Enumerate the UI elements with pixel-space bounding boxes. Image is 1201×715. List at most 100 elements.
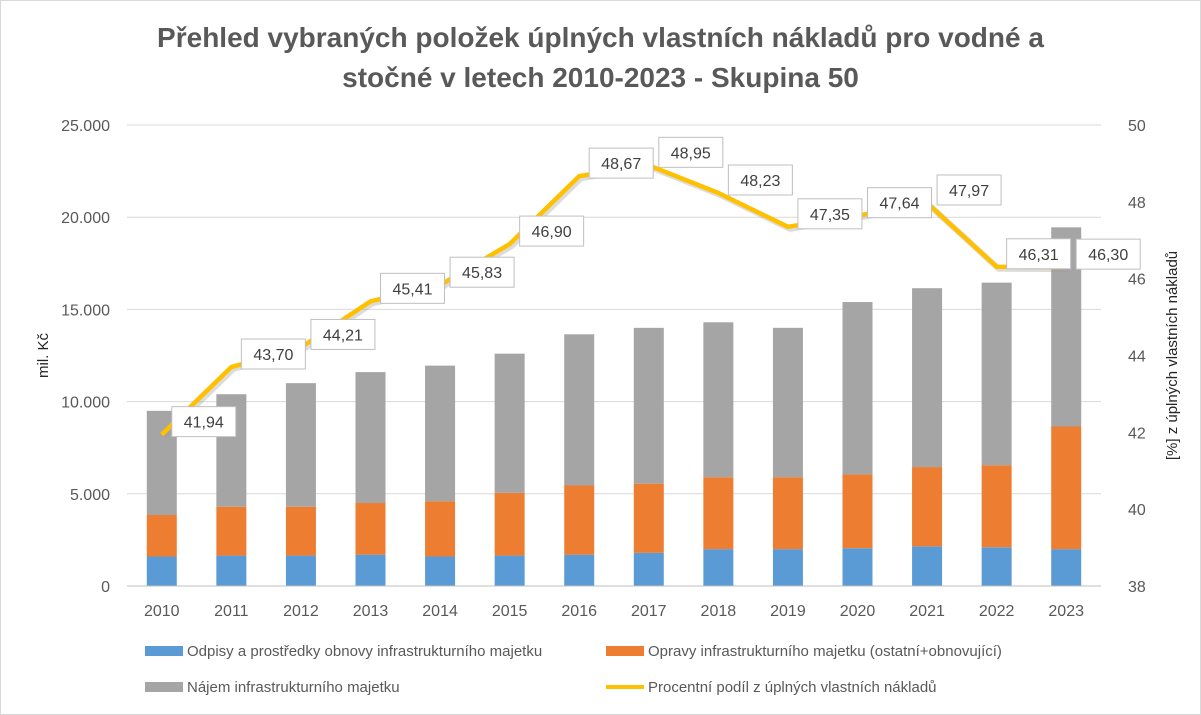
bar-segment <box>285 383 316 507</box>
x-tick-label: 2023 <box>1048 603 1084 620</box>
legend-label: Procentní podíl z úplných vlastních nákl… <box>648 679 937 696</box>
data-label-box <box>171 406 237 438</box>
bar-segment <box>425 501 456 557</box>
y-tick-label: 0 <box>101 579 110 596</box>
bar-segment <box>981 547 1012 586</box>
data-label-box <box>380 272 445 304</box>
data-label-box <box>588 147 654 179</box>
y-axis-title: mil. Kč <box>35 333 52 379</box>
data-label-box <box>867 187 932 219</box>
x-tick-label: 2013 <box>353 603 389 620</box>
data-label: 48,67 <box>601 156 641 173</box>
data-label: 45,83 <box>462 265 502 282</box>
bar-segment <box>703 322 734 478</box>
bar-segment <box>425 556 456 586</box>
bar-segment <box>564 554 595 586</box>
legend-label: Nájem infrastrukturního majetku <box>187 679 400 696</box>
bar-segment <box>564 485 595 555</box>
data-label-box <box>936 174 1002 206</box>
chart-title-line2: stočné v letech 2010-2023 - Skupina 50 <box>342 62 859 93</box>
data-label: 43,70 <box>253 347 293 364</box>
bar-segment <box>1051 426 1082 550</box>
x-tick-label: 2021 <box>909 603 945 620</box>
y2-tick-label: 46 <box>1128 272 1146 289</box>
x-tick-label: 2011 <box>214 603 249 620</box>
bar-segment <box>633 483 664 553</box>
legend-label: Opravy infrastrukturního majetku (ostatn… <box>648 643 1002 660</box>
bar-segment <box>703 477 734 550</box>
bar-segment <box>912 546 943 586</box>
bar-segment <box>842 474 873 549</box>
bar-segment <box>772 477 803 550</box>
legend-label: Odpisy a prostředky obnovy infrastruktur… <box>187 643 542 660</box>
bar-segment <box>146 556 177 586</box>
bar-segment <box>285 555 316 586</box>
bar-segment <box>216 506 247 556</box>
x-tick-label: 2016 <box>561 603 597 620</box>
x-tick-label: 2018 <box>701 603 737 620</box>
data-label-box <box>310 318 376 350</box>
x-tick-label: 2019 <box>770 603 806 620</box>
bar-segment <box>425 365 456 502</box>
bar-segment <box>355 554 386 586</box>
y2-tick-label: 50 <box>1128 118 1146 135</box>
legend-swatch <box>145 646 183 656</box>
bar-segment <box>494 353 525 493</box>
data-label: 44,21 <box>323 327 363 344</box>
x-tick-label: 2022 <box>979 603 1015 620</box>
x-tick-label: 2014 <box>422 603 458 620</box>
bar-segment <box>355 503 386 555</box>
y-tick-label: 5.000 <box>70 487 110 504</box>
bar-segment <box>355 372 386 504</box>
x-tick-label: 2015 <box>492 603 528 620</box>
x-tick-label: 2017 <box>631 603 667 620</box>
data-label: 46,90 <box>532 224 572 241</box>
bar-segment <box>216 555 247 586</box>
bar-segment <box>494 555 525 586</box>
x-tick-label: 2012 <box>283 603 319 620</box>
bar-segment <box>1051 549 1082 586</box>
bar-segment <box>981 465 1012 548</box>
data-label: 47,35 <box>810 207 850 224</box>
data-label-box <box>519 215 585 247</box>
legend-swatch <box>606 646 644 656</box>
data-label: 47,64 <box>879 196 919 213</box>
data-label-box <box>1006 238 1072 270</box>
data-label-box <box>240 338 306 370</box>
data-label: 41,94 <box>184 415 224 432</box>
data-label: 45,41 <box>392 281 432 298</box>
legend-swatch <box>145 682 183 692</box>
data-label: 46,30 <box>1088 247 1128 264</box>
y-tick-label: 10.000 <box>61 395 110 412</box>
y-tick-label: 25.000 <box>61 118 110 135</box>
bar-segment <box>772 549 803 586</box>
bar-segment <box>494 492 525 556</box>
data-label-box <box>727 164 793 196</box>
bar-segment <box>633 327 664 484</box>
bar-segment <box>842 548 873 586</box>
data-label-box <box>797 198 863 230</box>
y2-tick-label: 42 <box>1128 425 1146 442</box>
data-label: 48,23 <box>740 173 780 190</box>
bar-segment <box>981 282 1012 466</box>
x-tick-label: 2020 <box>840 603 876 620</box>
x-tick-label: 2010 <box>144 603 180 620</box>
bar-segment <box>772 327 803 478</box>
data-label: 46,31 <box>1019 247 1059 264</box>
y2-tick-label: 38 <box>1128 579 1146 596</box>
bar-segment <box>633 552 664 586</box>
bar-segment <box>842 302 873 475</box>
data-label: 47,97 <box>949 183 989 200</box>
bar-segment <box>912 288 943 468</box>
bar-segment <box>703 549 734 586</box>
chart-title-line1: Přehled vybraných položek úplných vlastn… <box>157 22 1044 53</box>
data-label-box <box>449 256 515 288</box>
y2-tick-label: 48 <box>1128 195 1146 212</box>
bar-segment <box>285 506 316 556</box>
bar-segment <box>564 334 595 486</box>
bar-segment <box>912 467 943 547</box>
y2-tick-label: 40 <box>1128 502 1146 519</box>
data-label-box <box>658 136 724 168</box>
y2-axis-title: [%] z úplných vlastních nákladů <box>1164 251 1181 460</box>
